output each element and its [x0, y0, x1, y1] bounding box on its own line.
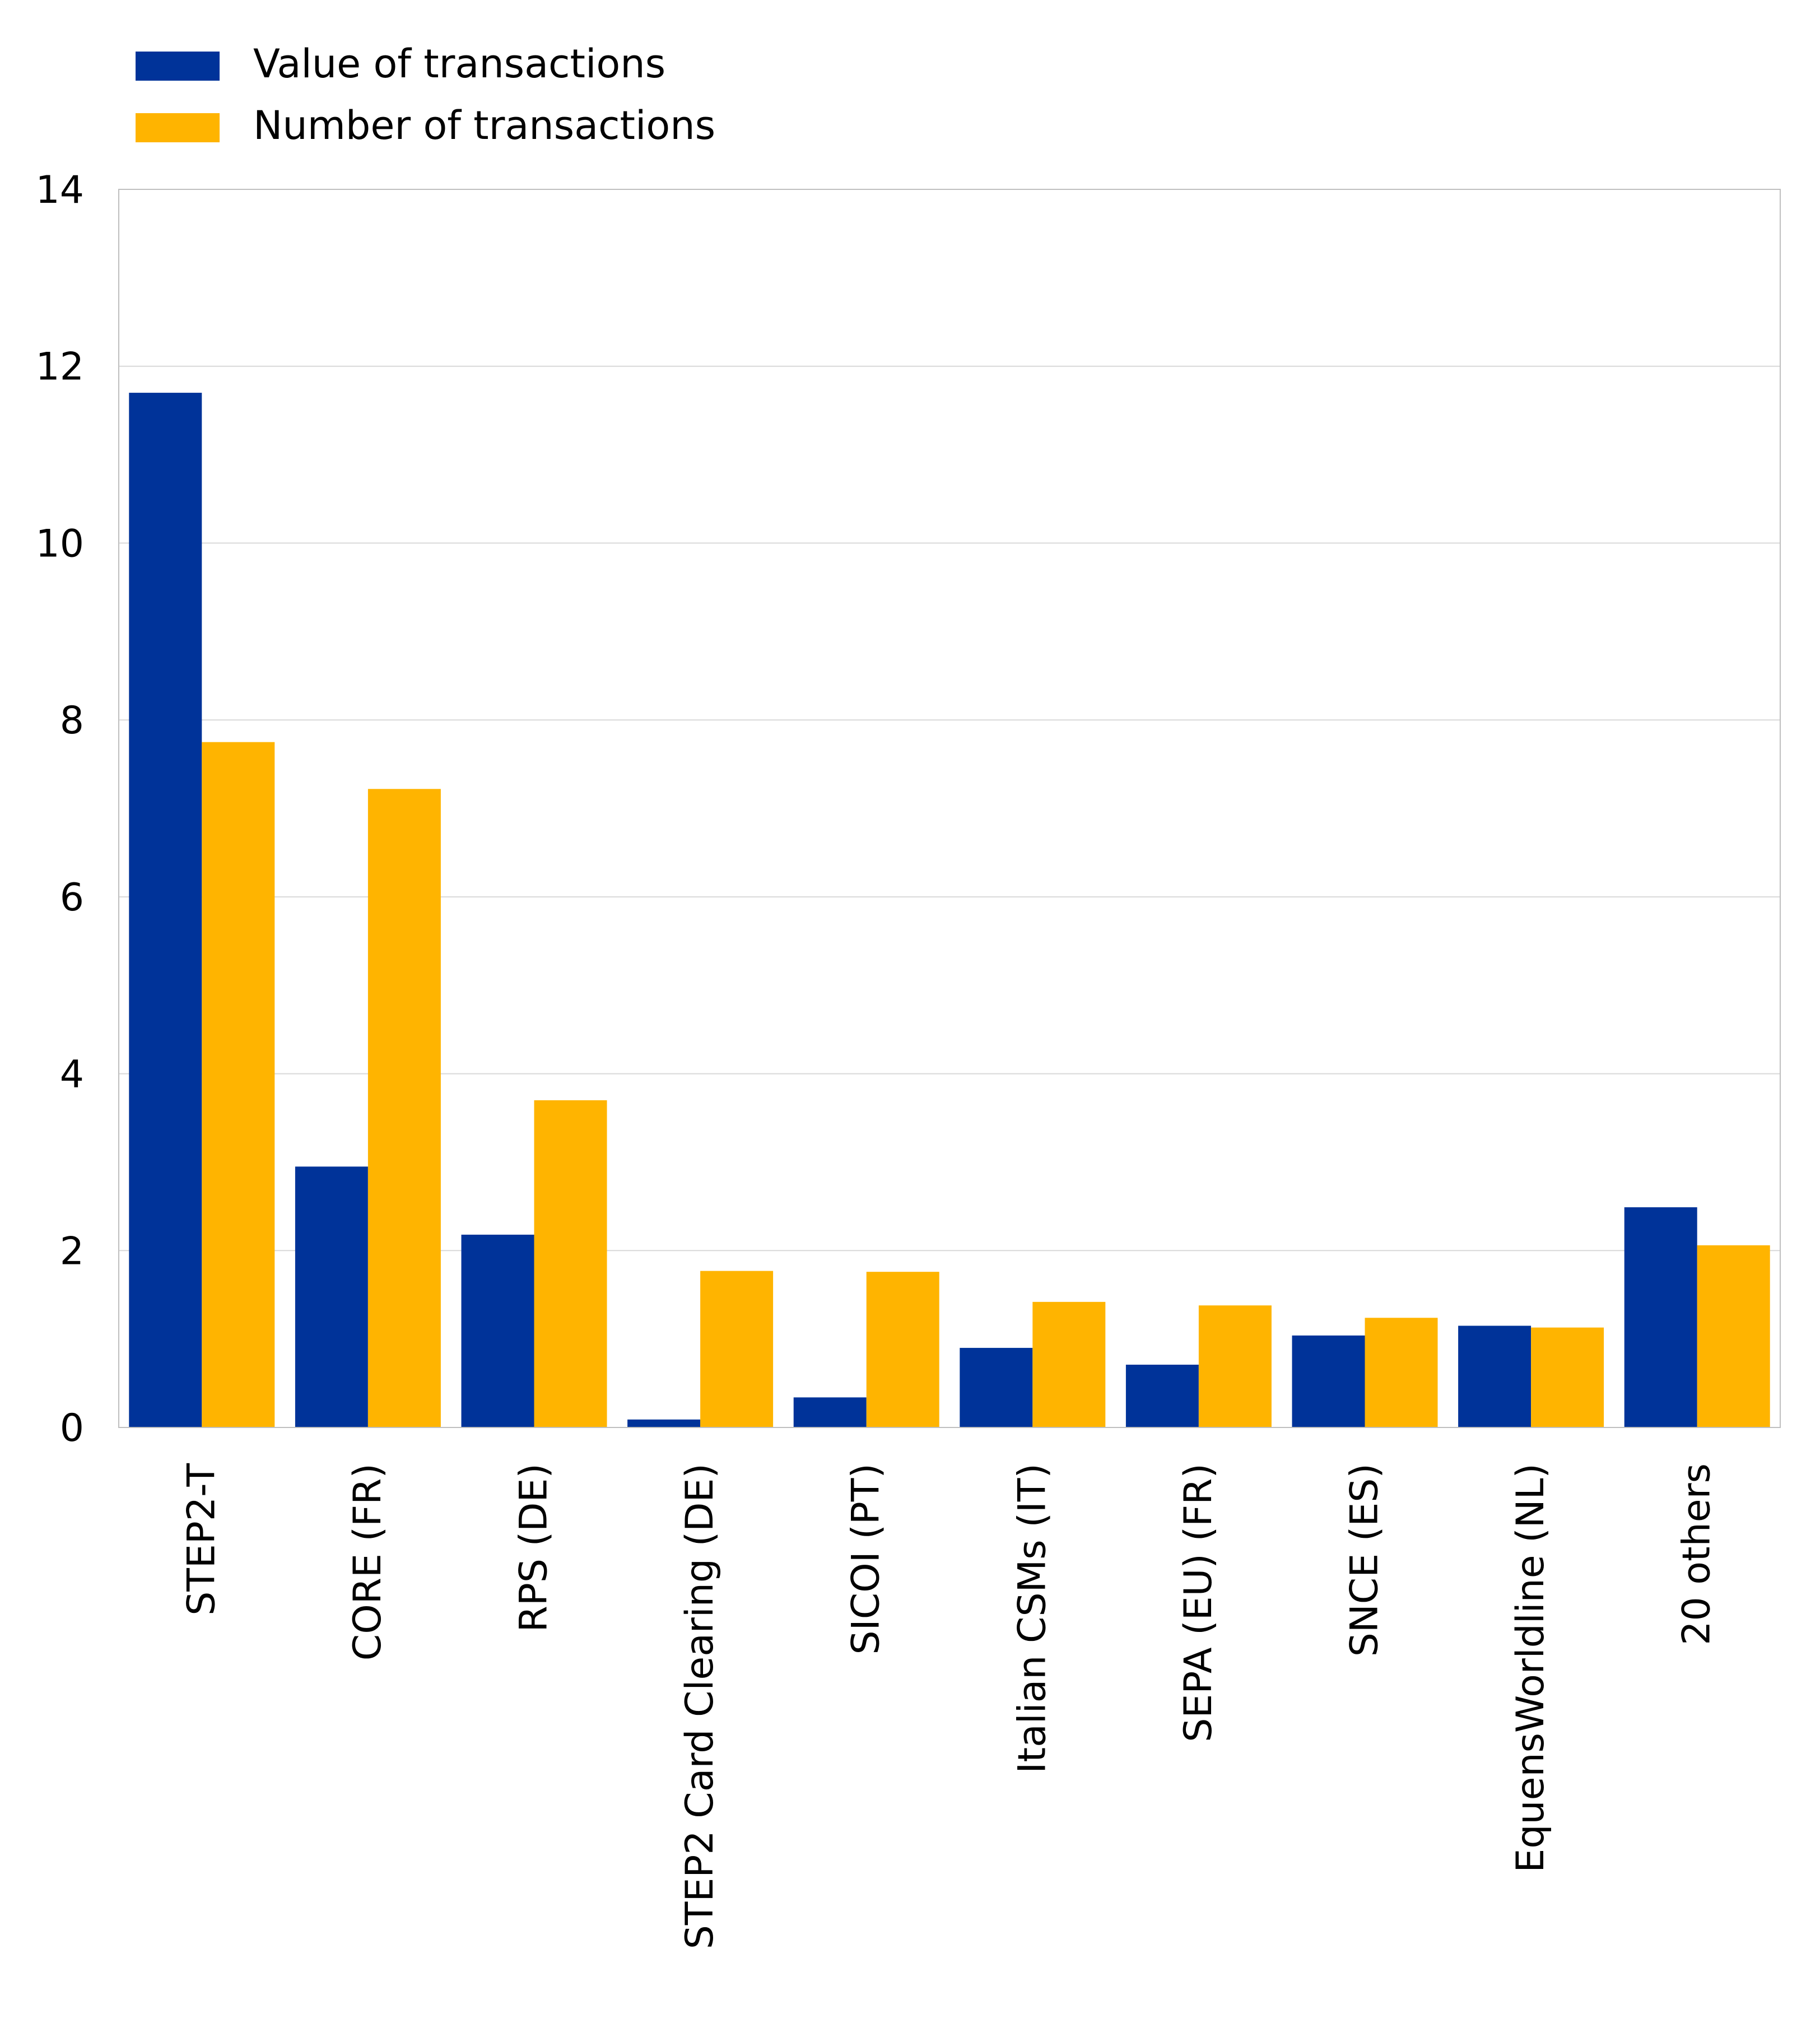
bar-value-2 — [461, 1234, 534, 1427]
x-tick-label: 20 others — [1675, 1463, 1719, 1645]
y-tick-label: 10 — [35, 522, 84, 566]
x-tick-label: EquensWorldline (NL) — [1509, 1463, 1553, 1873]
x-tick-label: STEP2-T — [179, 1463, 224, 1616]
bar-number-5 — [1032, 1301, 1106, 1427]
bar-number-6 — [1198, 1305, 1272, 1427]
y-tick-label: 4 — [60, 1053, 84, 1097]
bar-number-7 — [1365, 1318, 1438, 1427]
y-tick-label: 2 — [60, 1229, 84, 1273]
bar-value-8 — [1458, 1326, 1532, 1427]
bar-value-3 — [627, 1419, 701, 1427]
bar-value-0 — [129, 393, 202, 1427]
bar-number-8 — [1531, 1327, 1604, 1427]
y-tick-label: 14 — [35, 168, 84, 212]
y-tick-label: 0 — [60, 1406, 84, 1450]
bar-number-3 — [700, 1271, 774, 1427]
legend-label-value: Value of transactions — [253, 41, 665, 87]
legend-swatch-value — [136, 52, 220, 81]
y-tick-label: 8 — [60, 699, 84, 743]
bar-value-5 — [960, 1347, 1033, 1427]
y-tick-labels: 0 2 4 6 8 10 12 14 — [35, 168, 84, 1450]
x-tick-label: SEPA (EU) (FR) — [1176, 1463, 1221, 1742]
x-tick-label: RPS (DE) — [512, 1463, 556, 1632]
axes — [118, 189, 1781, 1428]
bar-number-2 — [534, 1100, 607, 1427]
x-tick-label: SNCE (ES) — [1343, 1463, 1387, 1657]
x-tick-label: STEP2 Card Clearing (DE) — [678, 1463, 722, 1949]
bar-number-4 — [866, 1272, 939, 1427]
bar-value-7 — [1292, 1335, 1365, 1427]
bar-number-9 — [1697, 1245, 1770, 1427]
y-tick-label: 12 — [35, 345, 84, 389]
x-tick-label: Italian CSMs (IT) — [1010, 1463, 1054, 1774]
y-tick-label: 6 — [60, 876, 84, 920]
x-tick-label: SICOI (PT) — [844, 1463, 888, 1655]
bars — [129, 393, 1770, 1427]
bar-value-4 — [793, 1397, 867, 1427]
bar-value-1 — [295, 1166, 368, 1427]
x-tick-labels: STEP2-T CORE (FR) RPS (DE) STEP2 Card Clear… — [179, 1463, 1719, 1950]
legend-swatch-number — [136, 113, 220, 142]
legend: Value of transactions Number of transacti… — [136, 41, 715, 148]
x-tick-label: CORE (FR) — [346, 1463, 390, 1661]
bar-number-0 — [202, 742, 275, 1427]
legend-label-number: Number of transactions — [253, 103, 715, 148]
bar-number-1 — [367, 789, 441, 1427]
bar-value-9 — [1624, 1207, 1697, 1427]
bar-value-6 — [1125, 1364, 1199, 1427]
